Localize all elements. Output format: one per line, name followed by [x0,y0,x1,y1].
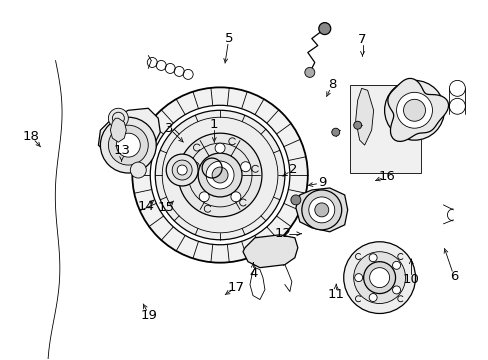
Circle shape [354,274,362,282]
Text: 1: 1 [209,118,218,131]
Circle shape [198,153,242,197]
Circle shape [331,128,339,136]
Polygon shape [295,188,347,232]
Circle shape [314,203,328,217]
Polygon shape [110,118,126,142]
Text: 17: 17 [227,281,244,294]
Circle shape [363,262,395,293]
Text: 2: 2 [288,163,297,176]
Text: 4: 4 [248,267,257,280]
Polygon shape [98,108,160,162]
Circle shape [230,192,241,202]
Circle shape [166,154,198,186]
Polygon shape [243,235,297,268]
Text: 6: 6 [449,270,457,283]
Circle shape [215,143,224,153]
Circle shape [403,99,425,121]
Circle shape [384,80,444,140]
Circle shape [199,192,209,202]
Text: 19: 19 [141,309,158,322]
Circle shape [396,92,431,128]
Text: 5: 5 [224,32,233,45]
Circle shape [353,121,361,129]
Text: 8: 8 [327,78,336,91]
Circle shape [155,110,285,240]
Text: 7: 7 [358,33,366,46]
Circle shape [308,197,334,223]
Text: 12: 12 [274,227,291,240]
Polygon shape [355,88,373,145]
Circle shape [212,167,227,183]
Circle shape [290,195,300,205]
Circle shape [343,242,415,314]
Text: 16: 16 [378,170,394,183]
Text: 10: 10 [402,273,419,286]
Text: 3: 3 [164,122,173,135]
Circle shape [178,133,262,217]
Text: 9: 9 [318,176,326,189]
Circle shape [240,162,250,172]
Circle shape [301,190,341,230]
Circle shape [177,165,187,175]
Circle shape [353,252,405,303]
Circle shape [100,117,156,173]
Text: 18: 18 [22,130,39,143]
Bar [349,85,421,173]
Circle shape [108,108,128,128]
Circle shape [392,286,400,294]
Circle shape [205,161,234,189]
Circle shape [150,105,289,245]
Text: 14: 14 [137,201,154,213]
Circle shape [189,162,199,172]
Circle shape [304,67,314,77]
Circle shape [132,87,307,263]
Text: 11: 11 [327,288,344,301]
Circle shape [368,293,376,302]
Polygon shape [387,78,447,141]
Circle shape [130,162,146,178]
Text: 13: 13 [113,144,130,157]
Circle shape [368,254,376,262]
Circle shape [369,268,389,288]
Circle shape [108,125,148,165]
Circle shape [116,133,140,157]
Circle shape [172,160,192,180]
Circle shape [392,261,400,269]
Text: 15: 15 [158,202,175,215]
Circle shape [318,23,330,35]
